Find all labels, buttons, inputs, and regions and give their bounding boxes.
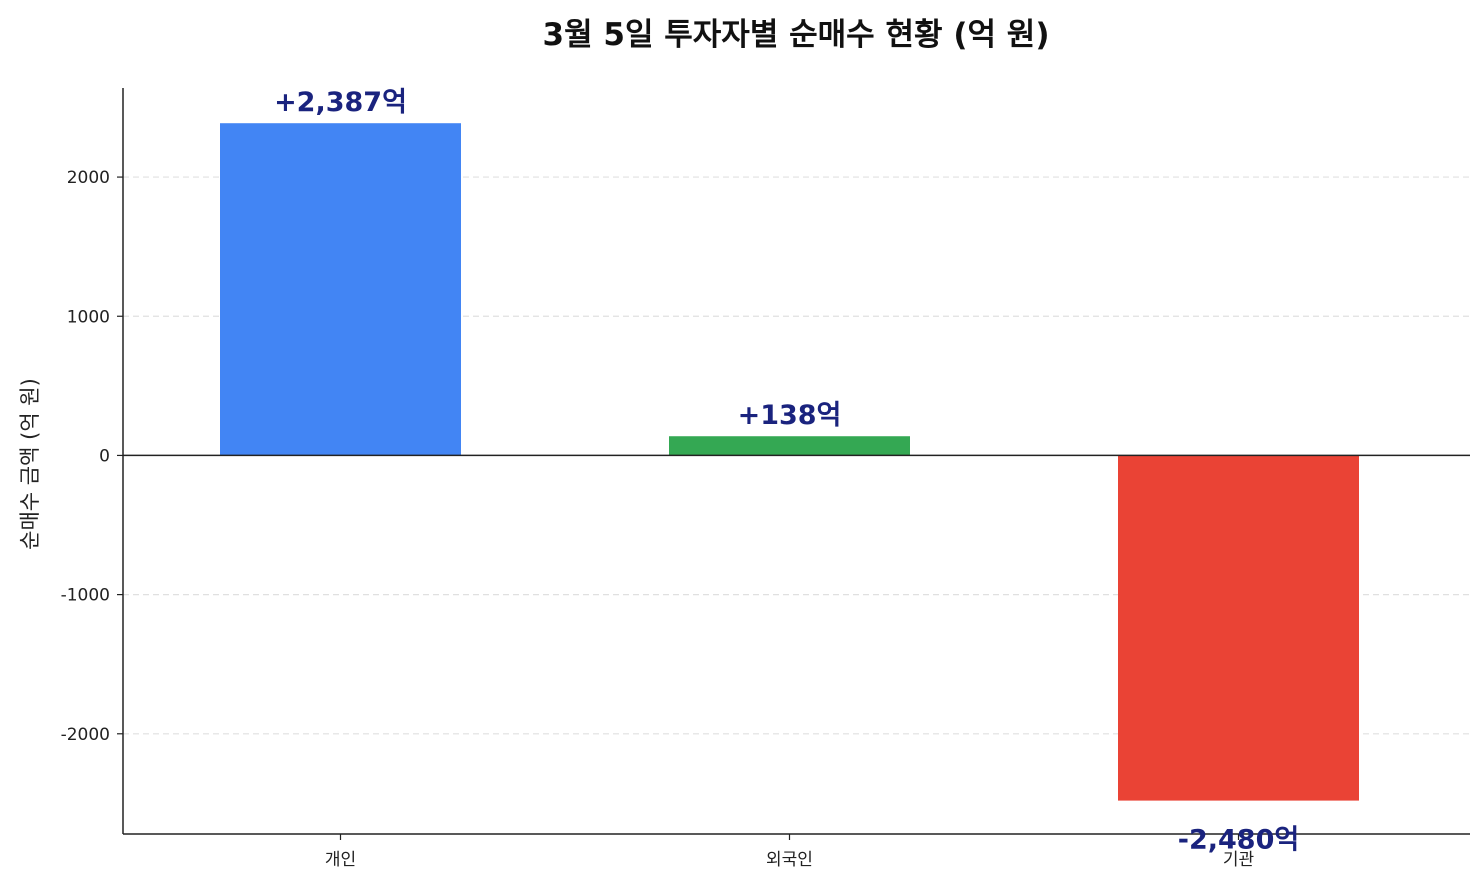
y-axis-label: 순매수 금액 (억 원) (18, 378, 42, 550)
y-tick-label: 2000 (67, 168, 110, 188)
y-tick-label: 1000 (67, 307, 110, 327)
data-label-1: +2,387억 (274, 87, 407, 118)
bar-1 (220, 123, 461, 456)
data-label-3: -2,480억 (1178, 825, 1299, 856)
bars (220, 123, 1359, 801)
bar-3 (1118, 455, 1359, 801)
y-tick-label: -1000 (61, 586, 110, 606)
chart-title: 3월 5일 투자자별 순매수 현황 (억 원) (543, 17, 1050, 53)
y-tick-label: 0 (99, 446, 110, 466)
axes (122, 88, 1470, 835)
bar-2 (669, 436, 910, 456)
x-tick-label: 기관 (1223, 850, 1254, 870)
x-tick-label: 외국인 (766, 850, 813, 870)
data-labels: +2,387억 +138억 -2,480억 (274, 87, 1299, 855)
data-label-2: +138억 (738, 400, 842, 431)
y-tick-label: -2000 (61, 725, 110, 745)
x-tick-label: 개인 (325, 850, 356, 870)
ticks: 2000 1000 0 -1000 -2000 개인 외국인 기관 (61, 168, 1255, 870)
